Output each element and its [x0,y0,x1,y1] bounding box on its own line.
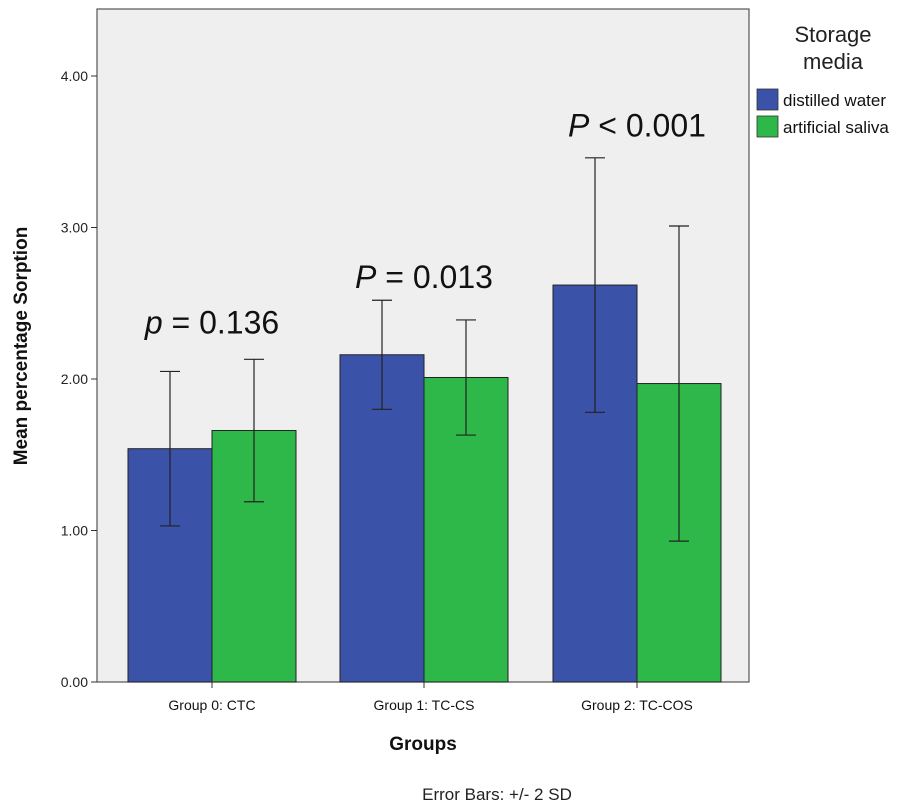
p-value-text: < 0.001 [589,108,706,144]
error-bar-artificial-saliva-group-0 [244,358,264,503]
x-axis: Group 0: CTC Group 1: TC-CS Group 2: TC-CO… [168,682,693,713]
error-bar-distilled-water-group-0 [160,370,180,527]
error-bar-artificial-saliva-group-2 [669,225,689,542]
footnote: Error Bars: +/- 2 SD [422,785,572,804]
x-axis-title: Groups [389,734,457,755]
p-symbol: P [355,259,377,295]
p-value-annotation: p = 0.136 [144,305,279,341]
p-value-text: = 0.013 [376,259,493,295]
legend-label-artificial-saliva: artificial saliva [783,118,889,137]
y-tick-label: 0.00 [61,674,88,690]
legend-swatch-distilled-water [756,88,779,111]
legend-label-distilled-water: distilled water [783,91,886,110]
legend-swatch-artificial-saliva [756,115,779,138]
y-axis-title: Mean percentage Sorption [11,227,32,466]
y-tick-label: 4.00 [61,68,88,84]
x-tick-label: Group 1: TC-CS [374,697,475,713]
y-tick-label: 3.00 [61,220,88,236]
legend-title-line2: media [803,49,864,74]
error-bar-distilled-water-group-2 [585,157,605,413]
y-tick-label: 2.00 [61,371,88,387]
p-value-annotation: P = 0.013 [355,259,493,295]
p-symbol: p [144,305,163,341]
legend-title-line1: Storage [794,22,871,47]
x-tick-label: Group 0: CTC [168,697,255,713]
error-bar-artificial-saliva-group-1 [456,319,476,436]
p-symbol: P [568,108,590,144]
legend: Storage media distilled water artificial… [756,22,889,138]
p-value-annotation: P < 0.001 [568,108,706,144]
x-tick-label: Group 2: TC-COS [581,697,693,713]
y-tick-label: 1.00 [61,523,88,539]
p-value-text: = 0.136 [163,305,280,341]
error-bars-layer [160,157,689,542]
error-bar-distilled-water-group-1 [372,299,392,410]
y-axis: 0.00 1.00 2.00 3.00 4.00 [61,68,97,690]
